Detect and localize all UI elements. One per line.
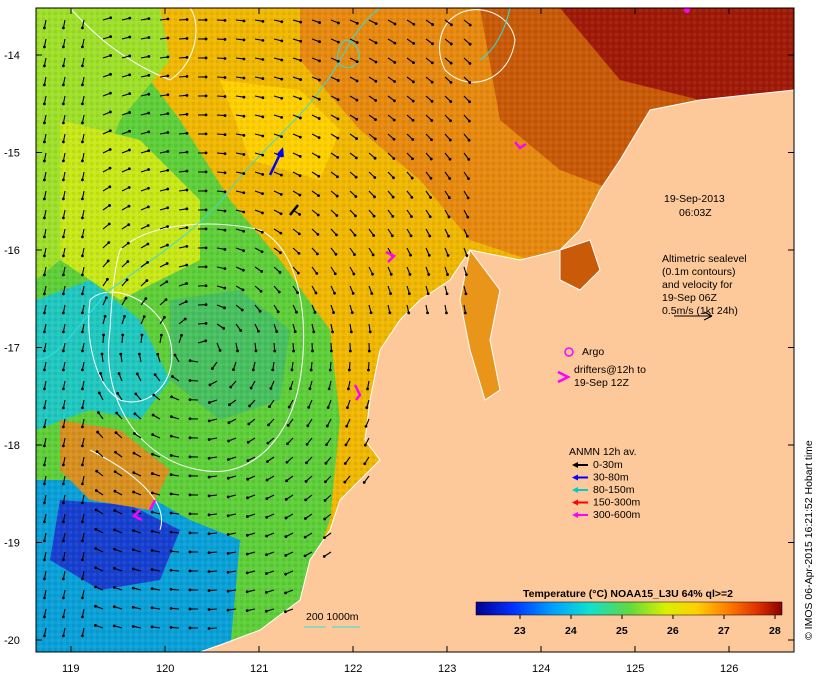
isobath-label: 200 1000m	[306, 611, 359, 623]
anmn-arrowhead-icon	[572, 487, 578, 493]
coastal-inlet	[559, 239, 601, 291]
mooring-arrows	[268, 147, 299, 216]
altimetry-text-1: Altimetric sealevel	[662, 253, 747, 265]
anmn-arrowhead-icon	[572, 499, 578, 506]
altimetry-text-2: (0.1m contours)	[662, 266, 736, 278]
argo-legend: Argo drifters@12h to 19-Sep 12Z	[557, 346, 646, 389]
anmn-depth-label: 80-150m	[593, 484, 635, 496]
drifters-text-1: drifters@12h to	[574, 364, 646, 376]
colorbar-tick-label: 28	[769, 625, 781, 637]
anmn-depth-label: 0-30m	[593, 459, 623, 471]
drifters-text-2: 19-Sep 12Z	[574, 377, 629, 389]
map-area	[36, 8, 794, 652]
lon-tick-label: 122	[344, 663, 362, 675]
colorbar: Temperature (°C) NOAA15_L3U 64% ql>=2 23…	[475, 585, 783, 643]
drifter-chevron-icon	[557, 370, 571, 384]
drifter-markers	[131, 141, 527, 522]
lat-tick-label: -19	[4, 538, 20, 550]
lat-tick-label: -17	[4, 343, 20, 355]
velocity-arrows	[43, 16, 472, 638]
anmn-arrowhead-icon	[572, 512, 578, 518]
colorbar-tick-label: 24	[565, 625, 577, 637]
anmn-legend: ANMN 12h av. 0-30m30-80m80-150m150-300m3…	[569, 446, 641, 521]
anmn-arrowhead-icon	[572, 474, 578, 481]
argo-float-marker	[684, 8, 690, 13]
isobath-legend: 200 1000m	[304, 611, 360, 628]
anmn-title: ANMN 12h av.	[569, 446, 637, 458]
anmn-depth-label: 30-80m	[593, 472, 629, 484]
argo-label: Argo	[582, 346, 604, 358]
sealevel-contours	[69, 8, 516, 531]
lon-tick-label: 121	[250, 663, 268, 675]
lon-tick-label: 126	[720, 663, 738, 675]
lon-tick-label: 125	[626, 663, 644, 675]
argo-circle-icon	[564, 347, 574, 357]
lon-tick-label: 124	[532, 663, 550, 675]
anmn-arrowhead-icon	[572, 462, 578, 468]
lat-tick-label: -15	[4, 148, 20, 160]
anmn-depth-label: 300-600m	[593, 509, 641, 521]
colorbar-tick-label: 23	[514, 625, 526, 637]
credit-text: © IMOS 06-Apr-2015 16:21:52 Hobart time	[803, 440, 815, 640]
time-label: 06:03Z	[679, 207, 712, 219]
altimetry-text-5: 0.5m/s (1kt 24h)	[662, 305, 738, 317]
colorbar-gradient	[475, 601, 783, 616]
latitude-axis: -14 -15 -16 -17 -18 -19 -20	[4, 50, 794, 647]
lon-tick-label: 119	[62, 663, 80, 675]
lon-tick-label: 120	[156, 663, 174, 675]
colorbar-tick-label: 27	[718, 625, 730, 637]
land-mass	[199, 89, 794, 652]
scale-arrowhead-icon	[703, 311, 713, 321]
altimetry-text-3: and velocity for	[662, 279, 733, 291]
date-label: 19-Sep-2013	[664, 193, 725, 205]
lat-tick-label: -14	[4, 50, 20, 62]
altimetry-legend: Altimetric sealevel (0.1m contours) and …	[662, 253, 747, 321]
lat-tick-label: -18	[4, 440, 20, 452]
colorbar-tick-label: 25	[616, 625, 628, 637]
anmn-depth-label: 150-300m	[593, 497, 641, 509]
lon-tick-label: 123	[438, 663, 456, 675]
colorbar-title: Temperature (°C) NOAA15_L3U 64% ql>=2	[523, 588, 733, 600]
colorbar-tick-label: 26	[667, 625, 679, 637]
map-frame	[35, 7, 795, 653]
lat-tick-label: -20	[4, 635, 20, 647]
longitude-axis: 119 120 121 122 123 124 125 126	[62, 8, 738, 675]
lat-tick-label: -16	[4, 245, 20, 257]
altimetry-text-4: 19-Sep 06Z	[662, 292, 717, 304]
isobath-lines	[36, 8, 511, 361]
sound-inlet	[459, 248, 501, 401]
